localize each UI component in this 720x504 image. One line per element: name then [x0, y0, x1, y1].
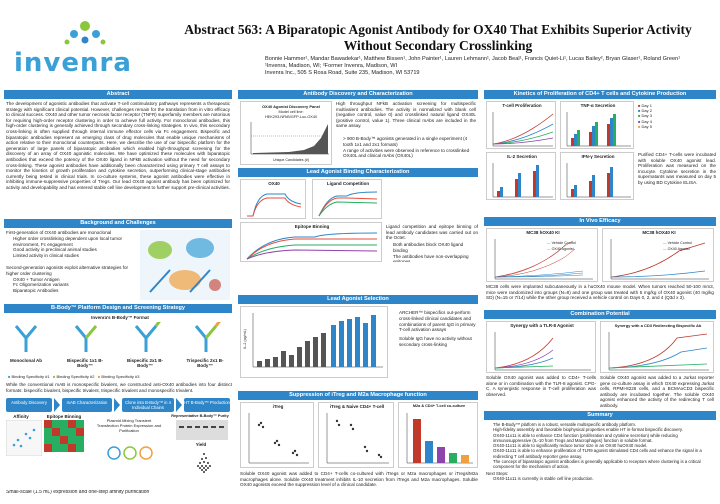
bbody-format-diagram [14, 322, 221, 352]
format-1x1: Bispecific 1x1 B-Body™ [66, 358, 103, 368]
discovery-bullets: > 900 B-Body™ agonists generated in a si… [336, 136, 476, 166]
plasmid-icon [107, 446, 153, 460]
combination-text-right: Soluble OX40 agonist was added to a Jurk… [600, 375, 714, 408]
epitope-binning-heatmap [44, 420, 84, 452]
summary-bullet: High-fidelity assembly and favorable bio… [493, 427, 714, 432]
invenra-logo: invenra [6, 18, 166, 78]
binding-text: Ligand competition and epitope binning o… [386, 224, 478, 240]
combination-text-left: Soluble OX40 agonist was added to CD4+ T… [486, 375, 596, 397]
abstract-body: The development of agonistic antibodies … [6, 101, 230, 190]
background-heading: Background and Challenges [4, 219, 232, 228]
abstract-heading: Abstract [4, 90, 232, 99]
selection-bar-chart: IL-2 (pg/mL) [240, 306, 388, 378]
summary-bullet: OX40-11x11 is able to enhance proliferat… [493, 448, 714, 459]
selection-bullets: ARCHER™ bispecifics out-perform cross-li… [392, 310, 478, 376]
flow-mab-characterization: mAB Characterization [62, 398, 112, 412]
flow-arrow-icon [176, 398, 182, 412]
flow-arrow-icon [54, 398, 60, 412]
discovery-chart: OX40 Agonist Discovery Panel Model cell … [240, 101, 332, 165]
affinity-label: Affinity [13, 414, 29, 419]
invivo-text: MC38 cells were implanted subcutaneously… [486, 284, 714, 301]
binding-heading: Lead Agonist Binding Characterization [238, 168, 478, 177]
poster-title: Abstract 563: A Biparatopic Agonist Anti… [184, 22, 692, 53]
summary-body: The B-Body™ platform is a robust, versat… [486, 422, 714, 502]
format-2x1: Bispecific 2x1 B-Body™ [126, 358, 163, 368]
flow-ht-production: HT B-Body™ Production [184, 398, 230, 412]
next-steps-label: Next Steps: [486, 470, 509, 476]
poster-header: invenra Abstract 563: A Biparatopic Agon… [0, 0, 720, 86]
platform-body: While the conventional mAB is monospecif… [6, 382, 232, 393]
ox40-illustration [140, 230, 230, 300]
yield-dotplot [197, 453, 211, 473]
epitope-binning-chart: Epitope Binning [240, 222, 382, 262]
plasmid-mixing-text: Plasmid Mixing Transient Transfection Pr… [96, 418, 162, 433]
logo-mark-icon [64, 21, 106, 45]
summary-bullet: OX40-11x11 is able to enhance CD4 functi… [493, 433, 714, 444]
il2-secretion-chart: IL-2 Secretion [486, 152, 556, 200]
flow-antibody-discovery: Antibody Discovery [6, 398, 52, 412]
author-list: Bonnie Hammer¹, Mandar Bawadekar¹, Matth… [265, 56, 681, 62]
kinetics-legend: ■ Day 1 ■ Day 2 ■ Day 3 ■ Day 4 ■ Day 5 [638, 103, 652, 129]
flow-arrow-icon [114, 398, 120, 412]
selection-heading: Lead Agonist Selection [238, 295, 478, 304]
cd3-synergy-chart: Synergy with a CD3 Redirecting Bispecifi… [600, 321, 714, 373]
summary-bullet: The B-Body™ platform is a robust, versat… [493, 422, 714, 427]
invivo-heading: In Vivo Efficacy [484, 217, 716, 226]
itreg-naive-chart: iTreg & Naive CD4+ T-cell [318, 402, 394, 468]
discovery-waterfall [250, 122, 329, 155]
ox40-sensorgram: OX40 [240, 179, 306, 219]
purity-label: Representative B-Body™ Purity [171, 414, 229, 418]
bg-bullet: Fc Oligomerization variants [13, 282, 136, 288]
purity-gel [176, 420, 228, 440]
combination-heading: Combination Potential [484, 310, 716, 319]
binding-bullets: Both antibodies block OX40 ligand bindin… [386, 242, 478, 262]
tlr8-synergy-chart: Synergy with a TLR-8 Agonist [486, 321, 596, 373]
logo-text: invenra [14, 48, 132, 78]
affinity-plot [6, 420, 42, 456]
discovery-text: High throughput NFkB activation screenin… [336, 101, 476, 129]
background-text: First-generation of OX40 antibodies are … [6, 230, 136, 302]
platform-heading: B-Body™ Platform Design and Screening St… [4, 304, 232, 313]
yield-label: Yield [195, 442, 207, 447]
address: Invenra Inc., 505 S Rosa Road, Suite 235… [265, 70, 420, 76]
format-tri-2x1: Trispecific 2x1 B-Body™ [186, 358, 224, 368]
ligand-competition-chart: Ligand Competition [312, 179, 382, 219]
summary-bullet: The concept of biparatopic agonist antib… [493, 459, 714, 470]
affiliations: ¹Invenra, Madison, WI; ²Former Invenra, … [265, 63, 398, 69]
flow-clone-bbody: Clone into B-Body™ in 4 Individual Chain… [122, 398, 174, 412]
platform-format-label: Invenra's B-Body™ Format [91, 315, 149, 320]
itreg-chart: iTreg [240, 402, 314, 468]
format-mab: Monoclonal Ab [9, 358, 43, 363]
ifn-secretion-chart: IFN-γ Secretion [560, 152, 634, 200]
bg-bullet: Biparatopic Antibodies [13, 288, 136, 294]
bg-bullet: Good activity in preclinical animal stud… [13, 247, 136, 253]
bg-bullet: OX40 + Tumor Antigen [13, 277, 136, 283]
discovery-heading: Antibody Discovery and Characterization [238, 90, 478, 99]
kinetics-text: Purified CD4+ T-cells were incubated wit… [638, 152, 716, 185]
platform-footer: Small-scale (1.5 mL) expression and one-… [6, 490, 150, 495]
invivo-chart-1: MC38 hOX40 KI — Vehicle Control — OX40 A… [486, 228, 598, 282]
authors-block: Bonnie Hammer¹, Mandar Bawadekar¹, Matth… [265, 56, 681, 77]
summary-bullet: OX40-11x11 is able to significantly redu… [493, 443, 714, 448]
bg-bullet: Higher order crosslinking dependent upon… [13, 236, 136, 248]
epitope-binning-label: Epitope Binning [46, 414, 82, 419]
suppression-body: Soluble OX40 agonist was added to CD4+ T… [240, 471, 478, 488]
kinetics-heading: Kinetics of Proliferation of CD4+ T cell… [484, 90, 716, 99]
tnf-secretion-chart: TNF-α Secretion [560, 101, 634, 149]
invivo-chart-2: MC38 hOX40 KI — Vehicle Control — OX40 A… [602, 228, 714, 282]
suppression-heading: Suppression of iTreg and M2a Macrophage … [238, 391, 478, 400]
summary-heading: Summary [484, 411, 716, 420]
next-steps-bullet: OX40-11x11 is currently in stable cell l… [493, 476, 714, 481]
binding-legend: ■ Binding Specificity #1 ■ Binding Speci… [8, 374, 140, 379]
m2a-chart: M2a & CD4+ T-cell co-culture [398, 402, 478, 468]
t-cell-proliferation-chart: T-cell Proliferation [486, 101, 556, 149]
bg-bullet: Limited activity in clinical studies [13, 253, 136, 259]
